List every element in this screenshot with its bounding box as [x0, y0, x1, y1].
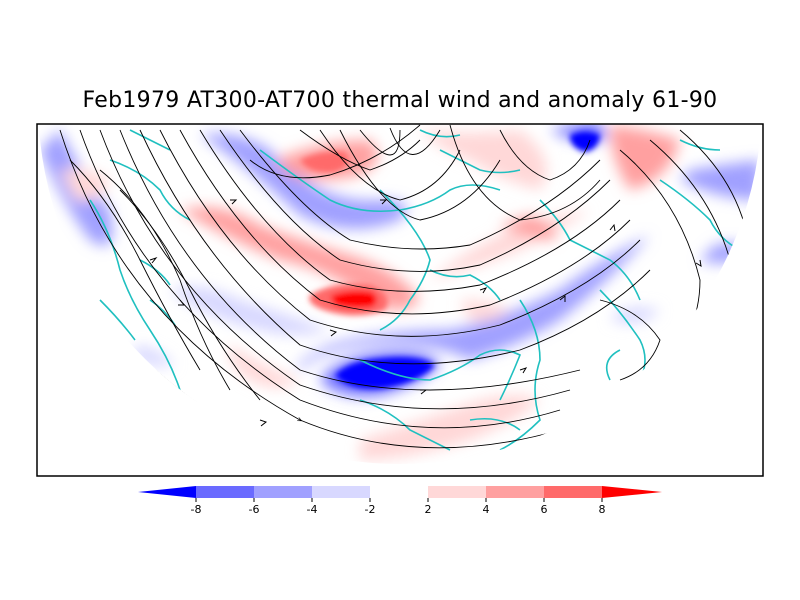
- coastlines: [89, 129, 741, 451]
- colorbar-tick-label: 6: [541, 503, 548, 516]
- colorbar-bin: [428, 486, 486, 498]
- colorbar-tick-label: 8: [599, 503, 606, 516]
- colorbar-tick-label: 2: [425, 503, 432, 516]
- colorbar-bin: [486, 486, 544, 498]
- colorbar-bin: [544, 486, 602, 498]
- colorbar-max-arrow: [602, 486, 662, 498]
- colorbar: -8 -6 -4 -2 2 4 6 8: [138, 486, 662, 516]
- colorbar-tick-label: -4: [307, 503, 318, 516]
- colorbar-bin: [312, 486, 370, 498]
- colorbar-bin: [196, 486, 254, 498]
- colorbar-min-arrow: [138, 486, 196, 498]
- colorbar-bin: [254, 486, 312, 498]
- colorbar-tick-label: 4: [483, 503, 490, 516]
- streamline-arrows: [149, 199, 702, 427]
- colorbar-tick-label: -8: [191, 503, 202, 516]
- colorbar-tick-label: -2: [365, 503, 376, 516]
- map-title: Feb1979 AT300-AT700 thermal wind and ano…: [82, 88, 718, 113]
- streamlines: [39, 124, 751, 464]
- colorbar-tick-label: -6: [249, 503, 260, 516]
- colorbar-bin: [370, 486, 428, 498]
- map-frame: [36, 123, 764, 477]
